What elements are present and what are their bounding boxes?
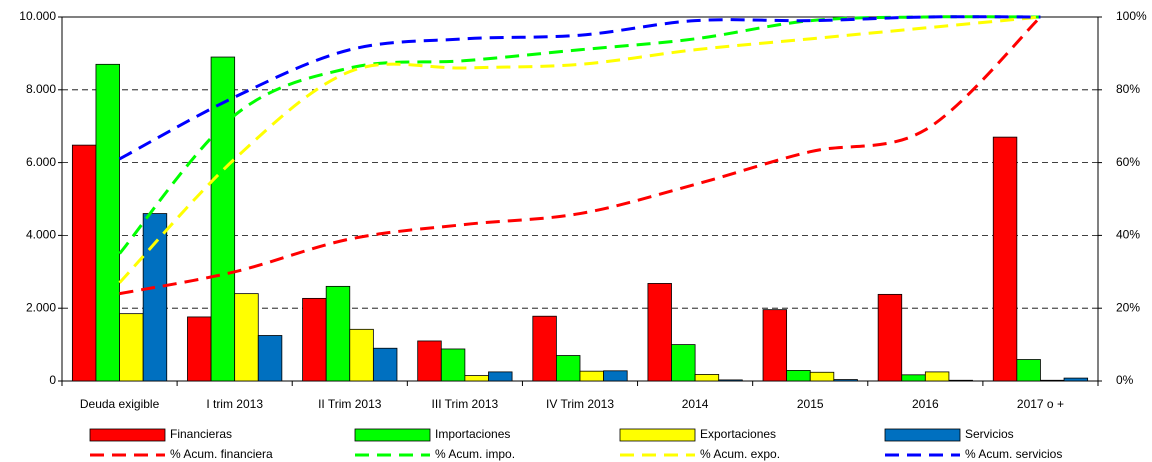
- y2-tick-label: 100%: [1116, 9, 1147, 23]
- cumulative-line: [118, 15, 1041, 161]
- bar: [556, 355, 581, 382]
- bar: [694, 374, 720, 382]
- bar: [119, 313, 144, 382]
- x-tick-label: IV Trim 2013: [546, 397, 614, 411]
- x-tick-label: 2017 o +: [1017, 397, 1064, 411]
- bar: [372, 347, 398, 382]
- bar: [210, 56, 236, 382]
- bar: [302, 297, 327, 382]
- bar: [948, 379, 973, 382]
- x-tick-label: I trim 2013: [206, 397, 263, 411]
- bar: [417, 340, 442, 382]
- bar: [142, 213, 168, 382]
- bar: [901, 374, 926, 382]
- bar: [924, 371, 950, 382]
- legend-label: Servicios: [965, 427, 1014, 441]
- bar: [187, 316, 212, 382]
- y-tick-label: 2.000: [26, 300, 56, 314]
- bar: [1016, 359, 1041, 382]
- bar: [833, 379, 858, 382]
- bar: [71, 144, 97, 382]
- y2-tick-label: 0%: [1116, 373, 1134, 387]
- legend-swatch: [354, 428, 431, 442]
- bar: [992, 136, 1018, 382]
- bar: [257, 335, 283, 382]
- bar: [1040, 379, 1065, 382]
- bar: [603, 370, 628, 382]
- bar: [349, 328, 374, 382]
- bar: [877, 293, 903, 382]
- x-tick-label: 2015: [797, 397, 824, 411]
- x-tick-label: 2014: [682, 397, 709, 411]
- bar: [532, 315, 557, 382]
- bar: [786, 370, 811, 382]
- x-tick-label: III Trim 2013: [432, 397, 499, 411]
- legend-label: % Acum. servicios: [965, 447, 1062, 461]
- legend-label: Exportaciones: [700, 427, 776, 441]
- legend-label: % Acum. financiera: [170, 447, 273, 461]
- bar: [464, 375, 489, 382]
- y-tick-label: 0: [49, 373, 56, 387]
- legend-label: % Acum. impo.: [435, 447, 515, 461]
- bar: [440, 348, 466, 382]
- x-tick-label: Deuda exigible: [80, 397, 160, 411]
- legend-label: Financieras: [170, 427, 232, 441]
- y-tick-label: 6.000: [26, 155, 56, 169]
- bar: [671, 344, 696, 382]
- bar: [762, 309, 788, 382]
- legend-swatch: [619, 428, 696, 442]
- bar: [234, 293, 259, 382]
- y-tick-label: 8.000: [26, 82, 56, 96]
- cumulative-line: [118, 15, 1041, 284]
- bar: [1063, 377, 1089, 382]
- y2-tick-label: 60%: [1116, 155, 1140, 169]
- bar: [718, 379, 743, 382]
- y2-tick-label: 20%: [1116, 300, 1140, 314]
- x-tick-label: II Trim 2013: [318, 397, 382, 411]
- bar: [488, 371, 513, 382]
- bar: [647, 283, 672, 382]
- y-tick-label: 10.000: [19, 9, 56, 23]
- y2-tick-label: 80%: [1116, 82, 1140, 96]
- cumulative-line: [118, 15, 1041, 255]
- legend-label: % Acum. expo.: [700, 447, 780, 461]
- legend-swatch: [884, 428, 961, 442]
- y2-tick-label: 40%: [1116, 228, 1140, 242]
- bar: [809, 371, 835, 382]
- y-tick-label: 4.000: [26, 228, 56, 242]
- legend-swatch: [89, 428, 166, 442]
- bar: [325, 285, 351, 382]
- bar: [579, 370, 604, 382]
- cumulative-line: [119, 15, 1042, 296]
- legend-label: Importaciones: [435, 427, 510, 441]
- bar: [95, 63, 120, 382]
- x-tick-label: 2016: [912, 397, 939, 411]
